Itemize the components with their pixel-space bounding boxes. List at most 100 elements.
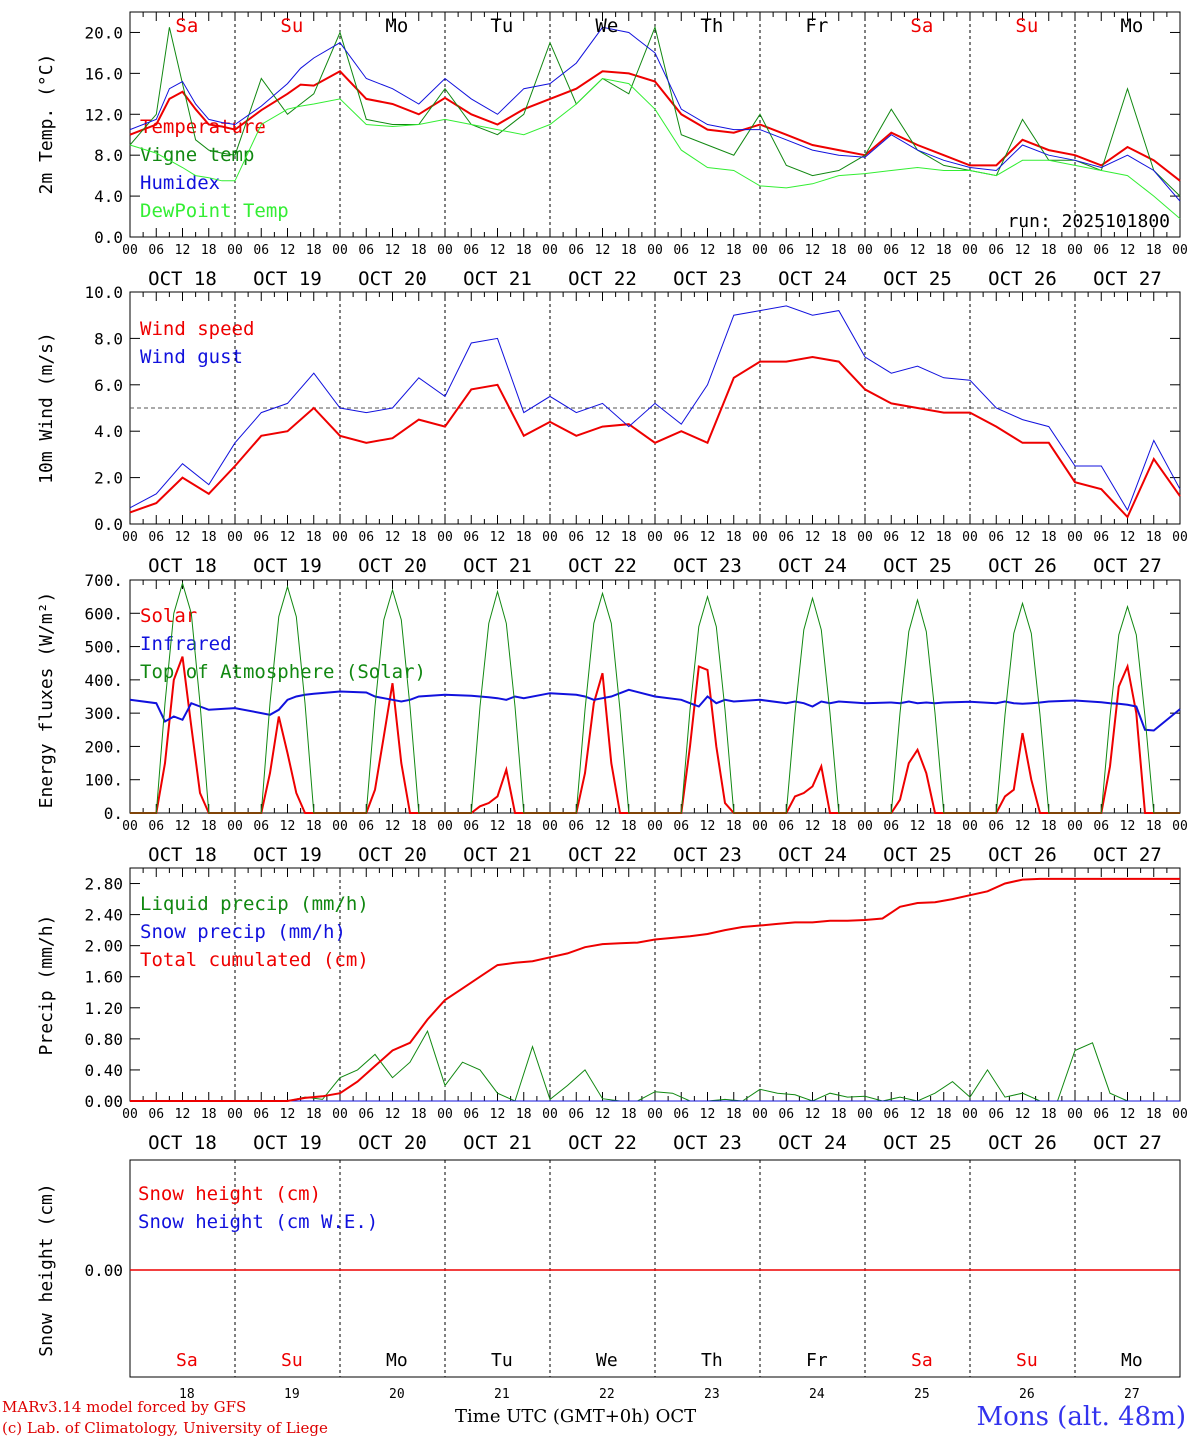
hour-label: 12 <box>1120 530 1136 545</box>
hour-label: 18 <box>621 530 637 545</box>
hour-label: 06 <box>673 1107 689 1122</box>
day-number: 22 <box>599 1387 615 1402</box>
hour-label: 00 <box>752 530 768 545</box>
date-label: OCT 24 <box>778 555 847 577</box>
day-number: 24 <box>809 1387 825 1402</box>
hour-label: 06 <box>1093 243 1109 258</box>
y-tick-label: 12.0 <box>84 105 123 124</box>
legend-entry: DewPoint Temp <box>140 200 289 222</box>
weekday-label: Fr <box>805 15 828 37</box>
hour-label: 00 <box>962 530 978 545</box>
hour-label: 06 <box>358 243 374 258</box>
hour-label: 12 <box>280 1107 296 1122</box>
hour-label: 18 <box>516 530 532 545</box>
hour-label: 12 <box>280 819 296 834</box>
date-label: OCT 23 <box>673 1132 742 1154</box>
date-label: OCT 20 <box>358 844 427 866</box>
y-axis-label: Energy fluxes (W/m²) <box>36 592 57 809</box>
weekday-label: We <box>596 1350 618 1371</box>
hour-label: 00 <box>1172 1107 1188 1122</box>
hour-label: 00 <box>122 243 138 258</box>
hour-label: 18 <box>936 1107 952 1122</box>
legend-entry: Temperature <box>140 116 266 138</box>
hour-label: 12 <box>175 1107 191 1122</box>
weekday-label: Th <box>701 1350 723 1371</box>
y-tick-label: 4.0 <box>94 187 123 206</box>
date-label: OCT 21 <box>463 555 532 577</box>
hour-label: 06 <box>253 819 269 834</box>
legend-entry: Vigne temp <box>140 144 254 166</box>
run-label: run: 2025101800 <box>1007 211 1170 232</box>
day-number: 25 <box>914 1387 930 1402</box>
hour-label: 06 <box>568 530 584 545</box>
hour-label: 18 <box>516 819 532 834</box>
y-tick-label: 8.0 <box>94 146 123 165</box>
hour-label: 18 <box>831 1107 847 1122</box>
hour-label: 18 <box>936 243 952 258</box>
hour-label: 00 <box>647 819 663 834</box>
legend-entry: Snow precip (mm/h) <box>140 921 346 943</box>
hour-label: 00 <box>857 243 873 258</box>
hour-label: 06 <box>778 819 794 834</box>
hour-label: 18 <box>831 819 847 834</box>
date-label: OCT 25 <box>883 555 952 577</box>
hour-label: 00 <box>962 1107 978 1122</box>
weekday-label: Tu <box>490 15 513 37</box>
weekday-label: Sa <box>175 15 198 37</box>
hour-label: 00 <box>122 530 138 545</box>
hour-label: 12 <box>175 819 191 834</box>
legend-entry: Wind speed <box>140 318 254 340</box>
hour-label: 18 <box>306 819 322 834</box>
hour-label: 12 <box>910 819 926 834</box>
hour-label: 00 <box>857 1107 873 1122</box>
hour-label: 06 <box>673 243 689 258</box>
hour-label: 06 <box>463 530 479 545</box>
hour-label: 18 <box>411 1107 427 1122</box>
y-axis-label: 2m Temp. (°C) <box>36 54 57 195</box>
hour-label: 00 <box>647 530 663 545</box>
weekday-label: Fr <box>806 1350 828 1371</box>
hour-label: 12 <box>700 530 716 545</box>
hour-label: 12 <box>490 530 506 545</box>
hour-label: 12 <box>1015 819 1031 834</box>
weekday-label: Sa <box>910 15 933 37</box>
hour-label: 18 <box>726 530 742 545</box>
hour-label: 18 <box>306 243 322 258</box>
y-tick-label: 6.0 <box>94 376 123 395</box>
hour-label: 06 <box>358 819 374 834</box>
legend-entry: Snow height (cm W.E.) <box>138 1211 378 1233</box>
y-axis-label: Precip (mm/h) <box>36 915 57 1056</box>
date-label: OCT 21 <box>463 1132 532 1154</box>
legend-entry: Snow height (cm) <box>138 1183 321 1205</box>
weekday-label: Tu <box>491 1350 513 1371</box>
hour-label: 06 <box>988 530 1004 545</box>
day-number: 21 <box>494 1387 510 1402</box>
hour-label: 06 <box>883 243 899 258</box>
legend-entry: Top of Atmosphere (Solar) <box>140 661 426 683</box>
hour-label: 18 <box>411 530 427 545</box>
hour-label: 18 <box>936 819 952 834</box>
hour-label: 18 <box>621 243 637 258</box>
y-tick-label: 0.0 <box>94 515 123 534</box>
date-label: OCT 20 <box>358 268 427 290</box>
hour-label: 06 <box>253 530 269 545</box>
date-label: OCT 23 <box>673 268 742 290</box>
hour-label: 18 <box>831 243 847 258</box>
hour-label: 06 <box>1093 1107 1109 1122</box>
hour-label: 12 <box>700 819 716 834</box>
hour-label: 06 <box>358 530 374 545</box>
hour-label: 12 <box>490 243 506 258</box>
date-label: OCT 19 <box>253 268 322 290</box>
date-label: OCT 18 <box>148 555 217 577</box>
hour-label: 00 <box>1067 819 1083 834</box>
date-label: OCT 20 <box>358 1132 427 1154</box>
hour-label: 00 <box>332 530 348 545</box>
legend-entry: Wind gust <box>140 346 243 368</box>
hour-label: 06 <box>778 1107 794 1122</box>
hour-label: 12 <box>385 819 401 834</box>
day-number: 18 <box>179 1387 195 1402</box>
weekday-label: Su <box>1015 15 1038 37</box>
date-label: OCT 19 <box>253 844 322 866</box>
hour-label: 12 <box>700 243 716 258</box>
